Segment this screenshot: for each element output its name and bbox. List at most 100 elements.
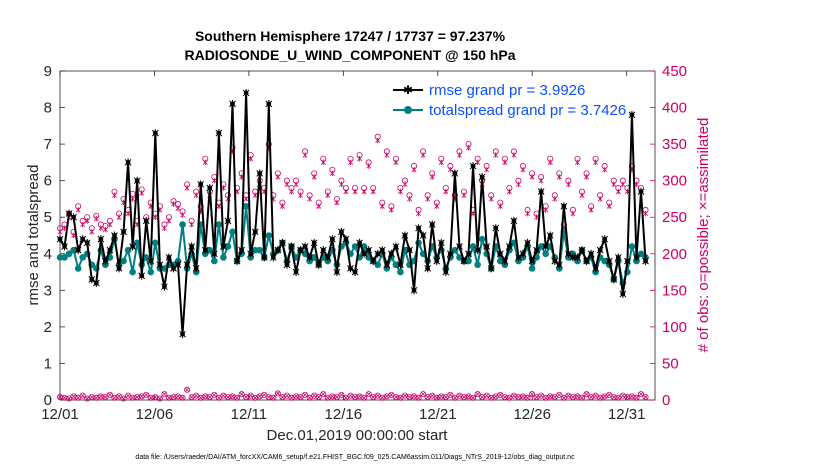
obs-bottom-marker: [610, 394, 617, 401]
totalspread-point: [451, 246, 459, 254]
obs-bottom-marker: [642, 394, 649, 401]
rmse-point: [197, 180, 205, 189]
right-tick-label: 200: [662, 246, 687, 263]
obs-assimilated-marker: [520, 166, 526, 173]
rmse-point: [65, 209, 73, 218]
totalspread-point: [224, 243, 232, 250]
rmse-point: [519, 249, 527, 258]
rmse-point: [515, 253, 522, 262]
obs-bottom-marker: [320, 391, 327, 398]
rmse-point: [378, 246, 386, 255]
rmse-point: [61, 242, 68, 251]
x-tick-label: 12/26: [513, 406, 551, 423]
obs-assimilated-marker: [139, 190, 145, 196]
obs-count-markers: [57, 133, 649, 402]
rmse-point: [496, 249, 504, 258]
totalspread-point: [229, 228, 236, 236]
rmse-point: [188, 242, 195, 251]
totalspread-point: [351, 243, 359, 250]
rmse-point: [601, 235, 609, 244]
obs-assimilated-marker: [302, 152, 308, 158]
obs-assimilated-marker: [329, 170, 335, 177]
rmse-point: [279, 238, 286, 247]
rmse-point: [170, 264, 177, 273]
obs-assimilated-marker: [152, 214, 158, 221]
obs-assimilated-marker: [216, 203, 222, 210]
obs-bottom-marker: [93, 394, 100, 401]
rmse-point: [546, 231, 554, 240]
obs-assimilated-marker: [606, 203, 612, 210]
obs-assimilated-marker: [316, 203, 322, 210]
obs-assimilated-marker: [506, 188, 512, 195]
right-tick-label: 0: [662, 392, 670, 409]
obs-bottom-marker: [120, 395, 127, 402]
obs-bottom-marker: [97, 393, 104, 400]
totalspread-point: [133, 239, 141, 247]
obs-assimilated-marker: [366, 163, 372, 169]
x-tick-label: 12/16: [325, 406, 363, 423]
obs-assimilated-marker: [125, 210, 131, 217]
rmse-point: [333, 268, 341, 277]
obs-assimilated-marker: [343, 188, 349, 195]
rmse-point: [324, 253, 332, 262]
rmse-point: [374, 249, 382, 258]
totalspread-point: [601, 257, 609, 265]
right-axis-ticks: 0 50 100 150 200 250 300 350 400 450: [650, 63, 687, 409]
totalspread-point: [61, 254, 68, 261]
obs-bottom-marker: [392, 394, 399, 401]
totalspread-point: [256, 246, 264, 254]
obs-assimilated-marker: [166, 218, 172, 224]
rmse-point: [360, 249, 368, 258]
obs-assimilated-marker: [102, 226, 108, 233]
obs-bottom-marker: [57, 394, 64, 401]
obs-assimilated-marker: [116, 214, 122, 221]
totalspread-point: [242, 202, 250, 210]
rmse-point: [487, 264, 495, 273]
obs-assimilated-marker: [570, 210, 576, 217]
obs-bottom-marker: [388, 391, 395, 398]
obs-bottom-marker: [315, 394, 322, 401]
totalspread-point: [528, 265, 536, 272]
legend-rmse-label: rmse grand pr = 3.9926: [429, 82, 585, 99]
rmse-point: [533, 246, 540, 255]
obs-bottom-marker: [470, 394, 477, 401]
obs-assimilated-marker: [348, 159, 353, 166]
right-tick-label: 150: [662, 282, 687, 299]
obs-assimilated-marker: [515, 181, 521, 188]
rmse-point: [70, 213, 77, 222]
obs-assimilated-marker: [84, 218, 90, 224]
rmse-point: [161, 282, 168, 291]
obs-assimilated-marker: [615, 188, 621, 195]
obs-bottom-marker: [415, 394, 422, 401]
obs-assimilated-marker: [279, 203, 285, 210]
obs-assimilated-marker: [525, 210, 531, 217]
rmse-point: [419, 231, 427, 240]
rmse-point: [501, 257, 509, 266]
rmse-point: [111, 231, 118, 240]
rmse-point: [247, 249, 254, 258]
obs-assimilated-marker: [384, 152, 390, 158]
rmse-point: [206, 183, 214, 192]
obs-bottom-marker: [406, 394, 413, 401]
obs-assimilated-marker: [311, 174, 317, 180]
obs-assimilated-marker: [475, 159, 481, 166]
obs-assimilated-marker: [275, 174, 281, 180]
obs-assimilated-marker: [379, 203, 385, 210]
chart-title-line1: Southern Hemisphere 17247 / 17737 = 97.2…: [195, 28, 506, 44]
obs-assimilated-marker: [552, 196, 558, 202]
totalspread-point: [474, 261, 481, 269]
rmse-point: [142, 216, 150, 225]
rmse-point: [192, 264, 200, 273]
rmse-point: [437, 238, 445, 247]
obs-bottom-marker: [165, 394, 172, 401]
obs-assimilated-marker: [161, 225, 167, 231]
obs-assimilated-marker: [107, 221, 113, 228]
obs-assimilated-marker: [248, 155, 254, 162]
obs-assimilated-marker: [411, 166, 417, 173]
obs-bottom-marker: [274, 390, 281, 397]
obs-assimilated-marker: [170, 201, 176, 207]
obs-bottom-marker: [270, 394, 277, 401]
rmse-point: [465, 249, 472, 258]
rmse-point: [365, 246, 373, 255]
obs-bottom-marker: [161, 391, 168, 398]
